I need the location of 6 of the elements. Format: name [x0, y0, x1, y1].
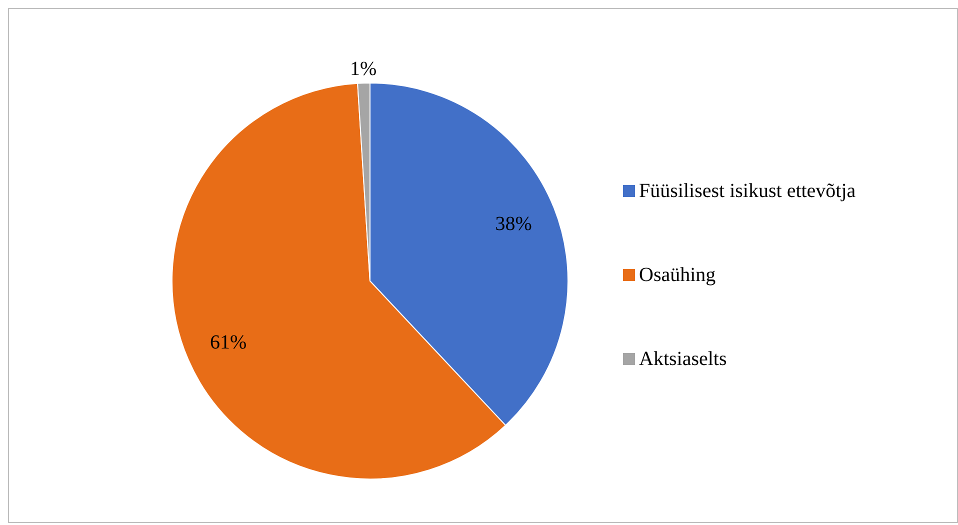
data-label: 1% — [350, 58, 377, 80]
data-label: 38% — [495, 213, 532, 236]
legend-label: Füüsilisest isikust ettevõtja — [639, 180, 856, 202]
legend-label: Aktsiaselts — [639, 348, 727, 370]
data-label: 61% — [210, 331, 247, 354]
legend-label: Osaühing — [639, 264, 716, 286]
